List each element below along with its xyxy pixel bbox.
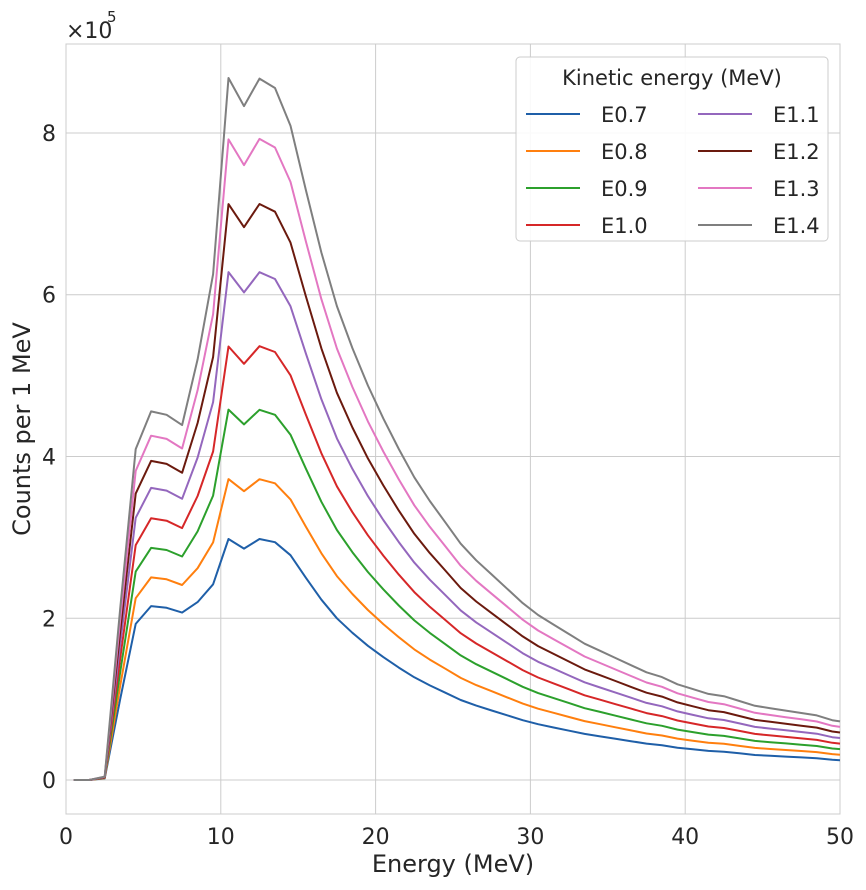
y-multiplier: ×10 5 (66, 8, 117, 44)
series-lines (73, 77, 841, 781)
legend-label: E1.3 (773, 177, 820, 201)
x-tick-label: 10 (207, 825, 235, 850)
legend-label: E1.4 (773, 214, 820, 238)
y-tick-label: 0 (42, 769, 56, 794)
legend-label: E1.0 (601, 214, 648, 238)
y-tick-label: 8 (42, 122, 56, 147)
series-line-e1-1 (73, 271, 841, 781)
x-tick-labels: 0 10 20 30 40 50 (59, 825, 854, 850)
series-line-e0-7 (73, 538, 841, 781)
legend-label: E0.7 (601, 103, 648, 127)
legend-title: Kinetic energy (MeV) (562, 66, 782, 90)
series-line-e0-8 (73, 478, 841, 781)
y-axis-label: Counts per 1 MeV (8, 322, 36, 536)
x-tick-label: 20 (362, 825, 390, 850)
legend-items: E0.7 E0.8 E0.9 E1.0 E1.1 E1.2 E1.3 E1.4 (526, 103, 820, 238)
legend-label: E1.1 (773, 103, 820, 127)
series-line-e0-9 (73, 408, 841, 781)
legend: Kinetic energy (MeV) E0.7 E0.8 E0.9 E1.0 E1.… (515, 56, 829, 242)
x-tick-label: 0 (59, 825, 73, 850)
y-tick-labels: 0 2 4 6 8 (42, 122, 56, 794)
series-line-e1-2 (73, 203, 841, 781)
y-multiplier-exponent: 5 (107, 8, 117, 26)
legend-label: E0.9 (601, 177, 648, 201)
series-line-e1-3 (73, 137, 841, 781)
y-tick-label: 6 (42, 284, 56, 309)
x-tick-label: 50 (826, 825, 854, 850)
legend-label: E1.2 (773, 140, 820, 164)
legend-label: E0.8 (601, 140, 648, 164)
legend-box (515, 56, 829, 242)
x-axis-label: Energy (MeV) (372, 850, 534, 878)
x-tick-label: 40 (671, 825, 699, 850)
series-line-e1-4 (73, 77, 841, 781)
plot-frame (65, 43, 841, 815)
y-multiplier-base: ×10 (66, 19, 112, 44)
x-tick-label: 30 (516, 825, 544, 850)
y-tick-label: 2 (42, 607, 56, 632)
y-tick-label: 4 (42, 446, 56, 471)
series-line-e1-0 (73, 345, 841, 781)
